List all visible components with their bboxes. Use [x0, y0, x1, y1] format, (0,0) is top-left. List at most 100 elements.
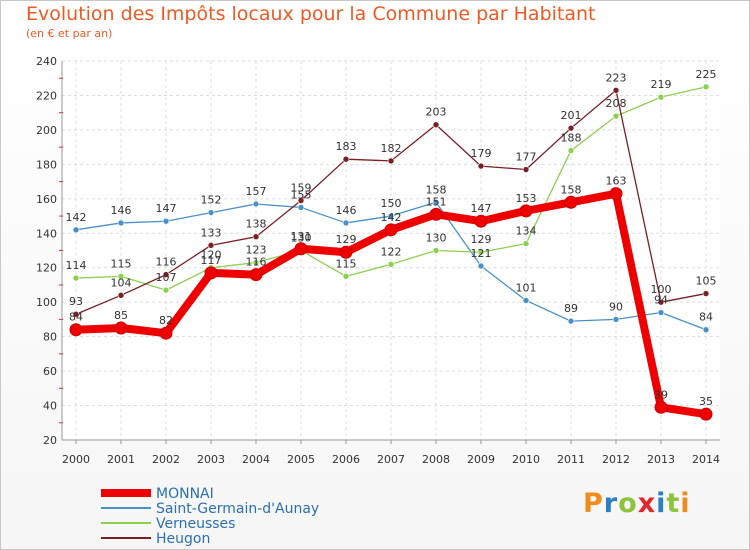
data-label-saint-germain-d-aunay: 94: [654, 294, 668, 307]
y-tick-label: 80: [43, 331, 57, 344]
data-label-monnai: 158: [561, 183, 582, 196]
data-label-verneusses: 130: [426, 232, 447, 245]
data-label-saint-germain-d-aunay: 158: [426, 183, 447, 196]
data-point-heugon: [162, 271, 170, 278]
data-point-heugon: [252, 233, 260, 241]
data-label-heugon: 159: [291, 182, 312, 195]
x-tick-label: 2004: [242, 453, 270, 466]
data-label-monnai: 116: [246, 256, 267, 269]
data-label-saint-germain-d-aunay: 84: [699, 311, 713, 324]
data-label-verneusses: 114: [66, 259, 87, 272]
data-label-verneusses: 225: [696, 68, 717, 81]
data-label-saint-germain-d-aunay: 121: [471, 247, 492, 260]
data-label-monnai: 84: [69, 311, 83, 324]
data-label-verneusses: 120: [201, 249, 222, 262]
data-point-verneusses: [702, 83, 710, 91]
x-tick-label: 2000: [62, 453, 90, 466]
data-point-saint-germain-d-aunay: [702, 326, 710, 334]
data-label-monnai: 82: [159, 314, 173, 327]
data-label-heugon: 183: [336, 140, 357, 153]
data-label-heugon: 179: [471, 147, 492, 160]
y-tick-label: 180: [36, 158, 57, 171]
data-point-verneusses: [387, 260, 395, 268]
data-label-monnai: 163: [606, 175, 627, 188]
data-point-verneusses: [252, 259, 260, 266]
data-label-monnai: 117: [201, 254, 222, 267]
data-label-saint-germain-d-aunay: 142: [66, 211, 87, 224]
data-point-verneusses: [72, 274, 80, 282]
data-point-saint-germain-d-aunay: [252, 200, 260, 208]
data-point-heugon: [72, 310, 80, 318]
legend-label-heugon: Heugon: [156, 531, 210, 547]
data-label-verneusses: 123: [246, 244, 267, 257]
data-label-verneusses: 208: [606, 97, 627, 110]
data-point-verneusses: [342, 273, 350, 280]
data-label-saint-germain-d-aunay: 146: [336, 204, 357, 217]
data-point-verneusses: [477, 248, 485, 256]
logo-letter: P: [583, 488, 604, 519]
data-label-monnai: 85: [114, 309, 128, 322]
data-point-heugon: [612, 86, 620, 94]
data-point-heugon: [207, 242, 215, 249]
data-point-monnai: [474, 214, 488, 228]
data-point-heugon: [297, 197, 305, 204]
data-label-heugon: 104: [111, 276, 132, 289]
data-label-monnai: 131: [291, 230, 312, 243]
data-point-verneusses: [432, 247, 440, 254]
data-point-monnai: [519, 204, 533, 218]
x-tick-label: 2006: [332, 453, 360, 466]
data-point-monnai: [339, 245, 353, 259]
data-label-heugon: 105: [696, 275, 717, 288]
data-point-monnai: [429, 207, 443, 221]
data-label-heugon: 93: [69, 295, 83, 308]
proxiti-logo: Proxiti: [583, 488, 691, 519]
y-tick-label: 100: [36, 296, 57, 309]
data-point-monnai: [204, 266, 218, 280]
data-point-saint-germain-d-aunay: [432, 198, 440, 206]
data-point-heugon: [117, 291, 125, 299]
data-point-saint-germain-d-aunay: [657, 309, 665, 316]
data-point-heugon: [387, 157, 395, 165]
data-label-verneusses: 107: [156, 271, 177, 284]
data-label-verneusses: 115: [111, 257, 132, 270]
data-label-heugon: 203: [426, 106, 447, 119]
data-label-heugon: 116: [156, 256, 177, 269]
data-point-verneusses: [117, 273, 125, 280]
data-point-saint-germain-d-aunay: [522, 297, 530, 304]
data-label-monnai: 151: [426, 195, 447, 208]
x-tick-label: 2008: [422, 453, 450, 466]
logo-letter: i: [680, 488, 691, 519]
data-point-monnai: [699, 407, 713, 421]
data-label-saint-germain-d-aunay: 101: [516, 281, 537, 294]
legend-label-saint-germain-d-aunay: Saint-Germain-d'Aunay: [156, 501, 319, 517]
x-tick-label: 2009: [467, 453, 495, 466]
data-point-verneusses: [162, 286, 170, 294]
data-label-heugon: 223: [606, 71, 627, 84]
x-tick-label: 2007: [377, 453, 405, 466]
data-label-heugon: 177: [516, 151, 537, 164]
y-tick-label: 220: [36, 89, 57, 102]
y-tick-label: 240: [36, 55, 57, 68]
logo-letter: o: [618, 488, 638, 519]
plot-area: [62, 61, 720, 440]
data-point-monnai: [69, 323, 83, 337]
data-point-monnai: [654, 400, 668, 414]
data-label-saint-germain-d-aunay: 89: [564, 302, 578, 315]
data-point-heugon: [342, 155, 350, 163]
data-point-saint-germain-d-aunay: [342, 219, 350, 227]
data-label-verneusses: 134: [516, 225, 537, 238]
x-tick-label: 2001: [107, 453, 135, 466]
logo-letter: x: [637, 488, 657, 519]
data-point-saint-germain-d-aunay: [72, 226, 80, 234]
data-label-heugon: 182: [381, 142, 402, 155]
data-point-heugon: [477, 162, 485, 170]
data-label-verneusses: 130: [291, 232, 312, 245]
y-tick-label: 140: [36, 227, 57, 240]
data-point-saint-germain-d-aunay: [207, 209, 215, 216]
legend-label-verneusses: Verneusses: [156, 516, 235, 532]
data-point-saint-germain-d-aunay: [567, 317, 575, 325]
data-point-monnai: [159, 326, 173, 340]
x-tick-label: 2012: [602, 453, 630, 466]
x-tick-label: 2014: [692, 453, 720, 466]
